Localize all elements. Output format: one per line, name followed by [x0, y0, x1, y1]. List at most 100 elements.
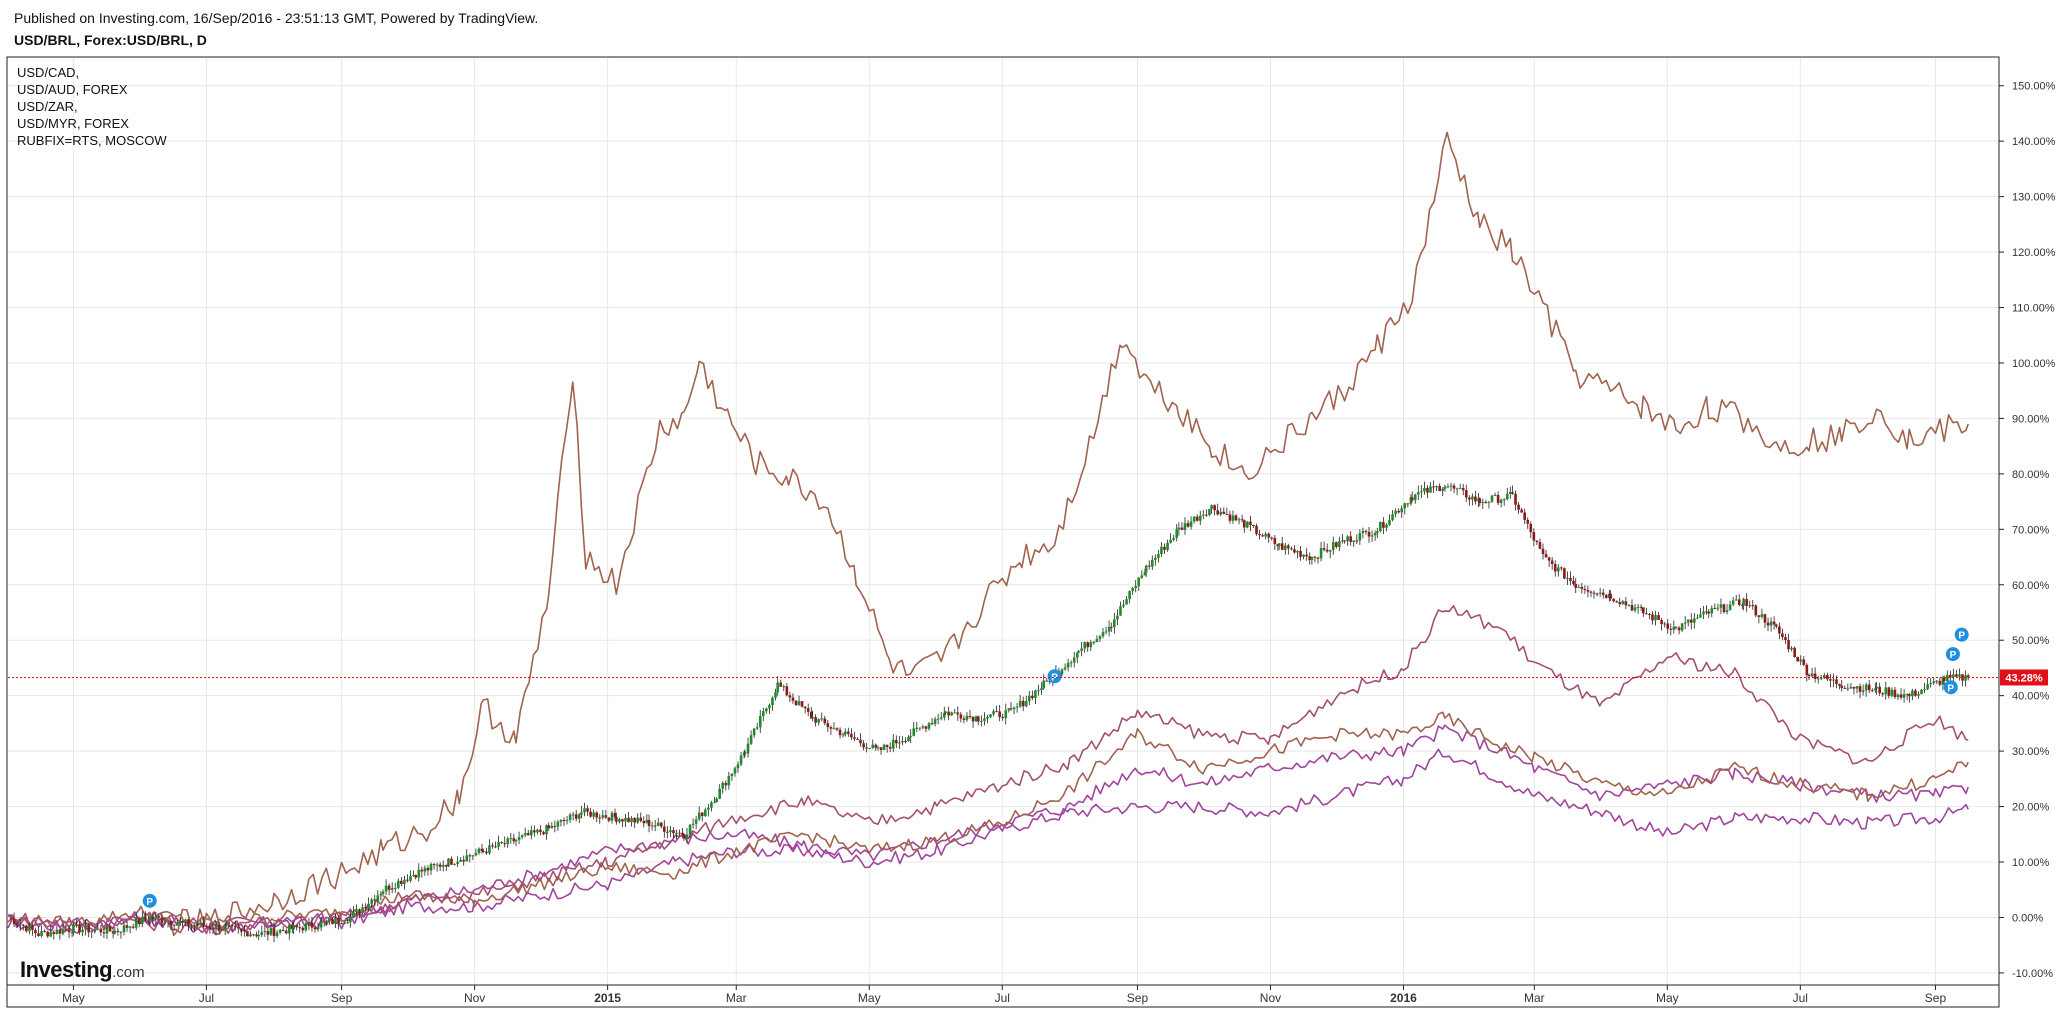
- candle-body: [583, 808, 586, 813]
- candle-body: [1633, 607, 1637, 611]
- candle-body: [1313, 556, 1317, 558]
- candle-body: [1293, 549, 1296, 553]
- candle-body: [134, 919, 138, 928]
- candle-body: [488, 845, 491, 854]
- candle-body: [1452, 485, 1456, 489]
- dividend-marker: P: [1943, 680, 1958, 695]
- candle-body: [526, 833, 530, 836]
- marker-circle: [1047, 669, 1062, 684]
- candle-body: [986, 716, 989, 719]
- candle-body: [1140, 575, 1144, 578]
- y-tick-label: 120.00%: [2012, 247, 2056, 259]
- candle-body: [403, 879, 406, 885]
- candle-body: [1169, 539, 1172, 543]
- candle-body: [1394, 510, 1397, 515]
- candle-body: [618, 819, 621, 822]
- candle-body: [1478, 498, 1482, 504]
- candle-body: [1183, 523, 1187, 530]
- candle-body: [533, 830, 536, 833]
- candle-body: [1487, 501, 1491, 503]
- candle-body: [1517, 504, 1520, 510]
- candle-body: [1198, 515, 1202, 521]
- candle-body: [1938, 680, 1942, 685]
- candle-body: [1639, 606, 1643, 608]
- marker-circle: [1945, 647, 1960, 662]
- candle-body: [52, 932, 56, 935]
- candle-body: [346, 922, 350, 924]
- candle-body: [630, 818, 633, 823]
- candle-body: [1544, 554, 1548, 558]
- candle-body: [733, 768, 737, 774]
- candle-body: [930, 723, 934, 725]
- candle-body: [829, 727, 833, 729]
- candle-body: [1499, 499, 1503, 503]
- candle-body: [34, 929, 37, 934]
- candle-body: [1502, 499, 1506, 501]
- candle-body: [647, 819, 651, 827]
- candle-body: [1343, 540, 1346, 542]
- candle-body: [1270, 537, 1274, 539]
- candle-body: [1410, 497, 1414, 501]
- candle-body: [1048, 680, 1052, 682]
- candle-body: [865, 747, 868, 749]
- candle-body: [1107, 626, 1111, 632]
- y-tick-label: 30.00%: [2012, 746, 2050, 758]
- candle-body: [1748, 605, 1752, 607]
- candle-body: [817, 719, 820, 723]
- candle-body: [269, 928, 273, 935]
- candle-body: [1496, 495, 1500, 503]
- candle-body: [1335, 542, 1338, 547]
- candle-body: [965, 716, 969, 720]
- candle-body: [1577, 586, 1581, 588]
- candle-body: [1435, 485, 1438, 488]
- candle-body: [1843, 687, 1847, 689]
- candle-body: [1134, 586, 1138, 589]
- candle-body: [1728, 604, 1732, 611]
- candle-body: [1438, 485, 1441, 492]
- candle-body: [768, 705, 771, 709]
- candle-body: [1663, 623, 1666, 625]
- y-tick-label: 90.00%: [2012, 413, 2050, 425]
- candle-body: [1696, 617, 1699, 619]
- legend-item-rubfix[interactable]: RUBFIX=RTS, MOSCOW: [17, 133, 167, 148]
- candle-body: [1514, 493, 1517, 505]
- candle-body: [1949, 675, 1952, 678]
- candle-body: [1874, 688, 1877, 691]
- candle-body: [1234, 515, 1238, 521]
- candle-body: [99, 928, 103, 933]
- candle-body: [1484, 502, 1488, 504]
- x-tick-label: Nov: [1260, 991, 1281, 1005]
- candle-body: [1819, 678, 1823, 680]
- candle-body: [1426, 487, 1429, 493]
- candle-body: [1429, 486, 1432, 493]
- candle-body: [46, 931, 49, 937]
- candle-body: [746, 743, 750, 754]
- candle-body: [752, 728, 756, 736]
- candle-body: [214, 925, 218, 930]
- candle-body: [672, 830, 675, 834]
- candle-body: [656, 822, 660, 826]
- logo-domain: .com: [112, 964, 145, 981]
- candle-body: [224, 925, 228, 927]
- candle-body: [645, 819, 649, 824]
- candle-body: [233, 925, 237, 927]
- candle-body: [25, 925, 28, 932]
- candle-body: [1505, 494, 1509, 500]
- candle-body: [918, 727, 922, 729]
- legend-item-usd-myr[interactable]: USD/MYR, FOREX: [17, 116, 129, 131]
- candle-body: [292, 925, 295, 930]
- legend-item-usd-aud[interactable]: USD/AUD, FOREX: [17, 82, 128, 97]
- candle-body: [663, 826, 666, 832]
- candle-body: [1861, 690, 1865, 692]
- legend-item-usd-cad[interactable]: USD/CAD,: [17, 65, 80, 80]
- candle-body: [1180, 527, 1184, 530]
- candle-body: [147, 919, 150, 921]
- candle-body: [823, 718, 827, 724]
- candle-body: [1601, 592, 1605, 595]
- candle-body: [1532, 532, 1536, 541]
- candle-body: [971, 716, 975, 722]
- candle-body: [1242, 520, 1246, 528]
- legend-item-usd-zar[interactable]: USD/ZAR,: [17, 99, 78, 114]
